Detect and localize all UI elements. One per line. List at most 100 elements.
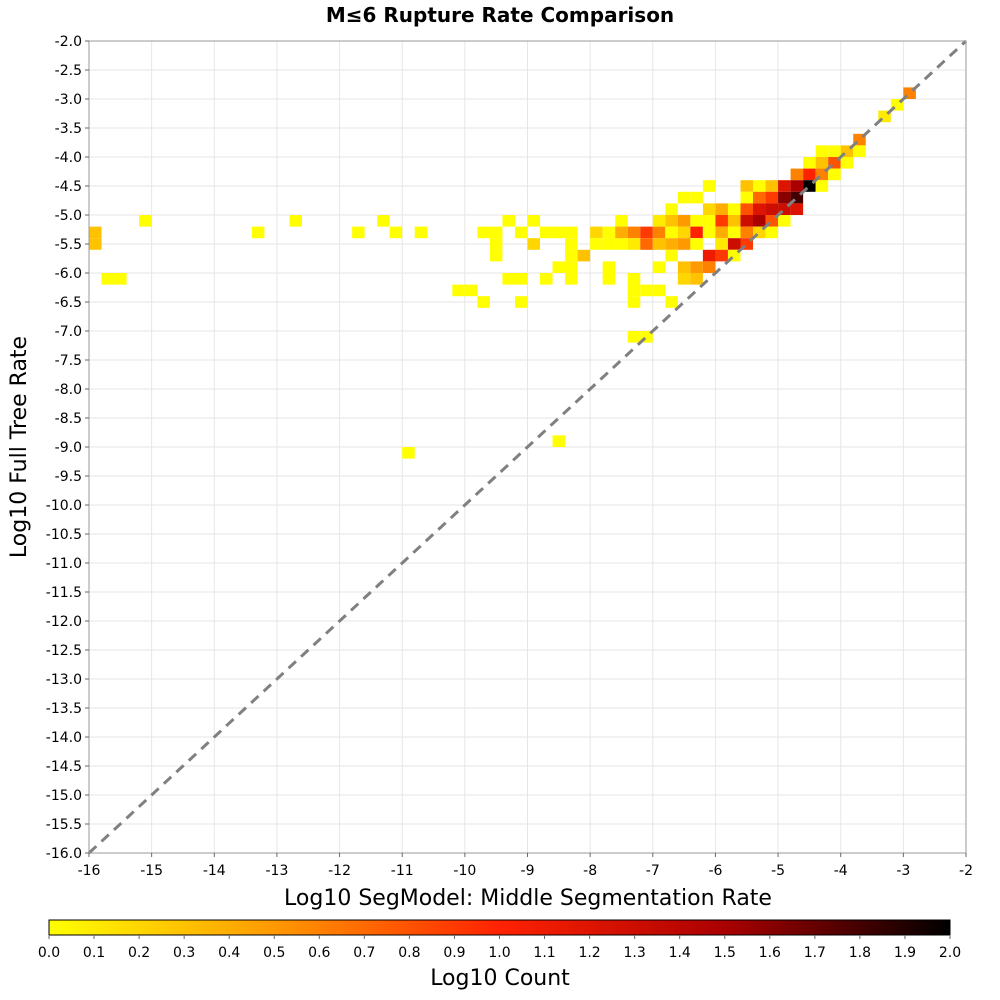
heatmap-cell [840, 157, 854, 169]
colorbar-tick-label: 0.9 [443, 945, 465, 961]
heatmap-cell [602, 226, 616, 239]
heatmap-cell [627, 296, 641, 308]
heatmap-cell [652, 261, 666, 273]
heatmap-cell [790, 191, 804, 204]
heatmap-cell [702, 180, 716, 192]
y-tick-label: -5.5 [55, 237, 82, 253]
heatmap-cell [665, 203, 678, 215]
x-axis-label: Log10 SegModel: Middle Segmentation Rate [284, 886, 772, 911]
heatmap-cell [790, 168, 804, 181]
heatmap-cell [640, 284, 653, 297]
heatmap-cell [690, 273, 703, 285]
y-tick-label: -12.0 [46, 614, 82, 630]
heatmap-cells [89, 87, 916, 459]
heatmap-cell [665, 249, 678, 262]
heatmap-cell [514, 226, 528, 239]
heatmap-cell [727, 203, 741, 215]
heatmap-cell [765, 203, 779, 215]
colorbar-tick-label: 1.9 [894, 945, 916, 961]
heatmap-cell [778, 191, 791, 204]
colorbar [48, 919, 951, 936]
heatmap-cell [89, 226, 102, 239]
x-tick-label: -4 [834, 863, 848, 879]
heatmap-cell [840, 145, 854, 157]
colorbar-tick-label: 0.6 [308, 945, 330, 961]
colorbar-tick-label: 0.5 [263, 945, 285, 961]
heatmap-cell [540, 273, 553, 285]
y-tick-label: -13.0 [46, 672, 82, 688]
heatmap-cell [489, 226, 503, 239]
x-tick-label: -7 [646, 863, 660, 879]
heatmap-cell [627, 226, 641, 239]
heatmap-cell [615, 215, 628, 227]
y-tick-label: -4.5 [55, 179, 82, 195]
x-tick-label: -3 [896, 863, 910, 879]
heatmap-cell [803, 180, 816, 192]
heatmap-cell [640, 238, 653, 250]
heatmap-cell [727, 226, 741, 239]
heatmap-cell [577, 249, 591, 262]
heatmap-cell [627, 331, 641, 343]
heatmap-cell [602, 261, 616, 273]
heatmap-cell [652, 238, 666, 250]
heatmap-cell [665, 215, 678, 227]
heatmap-cell [753, 226, 766, 239]
colorbar-tick-label: 0.4 [218, 945, 240, 961]
heatmap-cell [727, 249, 741, 262]
x-tick-label: -10 [453, 863, 476, 879]
heatmap-cell [715, 226, 728, 239]
heatmap-cell [690, 261, 703, 273]
heatmap-cell [677, 273, 691, 285]
heatmap-cell [489, 249, 503, 262]
heatmap-cell [677, 226, 691, 239]
heatmap-cell [677, 238, 691, 250]
heatmap-cell [765, 191, 779, 204]
heatmap-cell [352, 226, 365, 239]
y-tick-label: -9.5 [55, 469, 82, 485]
heatmap-cell [690, 191, 703, 204]
heatmap-cell [540, 226, 553, 239]
y-tick-label: -11.5 [46, 585, 82, 601]
heatmap-cell [114, 273, 127, 285]
colorbar-tick-label: 0.7 [353, 945, 375, 961]
y-tick-label: -6.0 [55, 266, 82, 282]
x-tick-label: -13 [265, 863, 288, 879]
heatmap-cell [590, 226, 603, 239]
x-tick-label: -5 [771, 863, 785, 879]
y-tick-label: -7.5 [55, 353, 82, 369]
y-tick-label: -4.0 [55, 150, 82, 166]
heatmap-cell [627, 238, 641, 250]
x-axis-ticks: -16 -15 -14 -13 -12 -11 -10 -9 -8 -7 -6 -5 -4 -3 -2 [78, 853, 973, 879]
heatmap-cell [652, 215, 666, 227]
heatmap-cell [665, 226, 678, 239]
heatmap-cell [652, 226, 666, 239]
heatmap-cell [815, 157, 829, 169]
x-tick-label: -14 [203, 863, 226, 879]
heatmap-cell [740, 180, 754, 192]
heatmap-cell [878, 110, 891, 123]
heatmap-cell [740, 226, 754, 239]
x-tick-label: -11 [391, 863, 414, 879]
heatmap-cell [778, 215, 791, 227]
y-tick-label: -3.5 [55, 121, 82, 137]
heatmap-cell [414, 226, 428, 239]
heatmap-cell [289, 215, 302, 227]
y-tick-label: -6.5 [55, 295, 82, 311]
y-tick-label: -11.0 [46, 556, 82, 572]
heatmap-cell [527, 215, 541, 227]
heatmap-cell [101, 273, 115, 285]
y-tick-label: -7.0 [55, 324, 82, 340]
heatmap-cell [790, 180, 804, 192]
heatmap-cell [690, 215, 703, 227]
colorbar-tick-label: 1.5 [714, 945, 736, 961]
x-tick-label: -12 [328, 863, 351, 879]
y-axis-label: Log10 Full Tree Rate [7, 336, 32, 558]
y-tick-label: -14.0 [46, 730, 82, 746]
colorbar-tick-label: 0.3 [173, 945, 195, 961]
heatmap-cell [815, 168, 829, 181]
y-tick-label: -13.5 [46, 701, 82, 717]
heatmap-cell [853, 145, 866, 157]
heatmap-cell [464, 284, 478, 297]
heatmap-cell [514, 273, 528, 285]
heatmap-cell [615, 226, 628, 239]
